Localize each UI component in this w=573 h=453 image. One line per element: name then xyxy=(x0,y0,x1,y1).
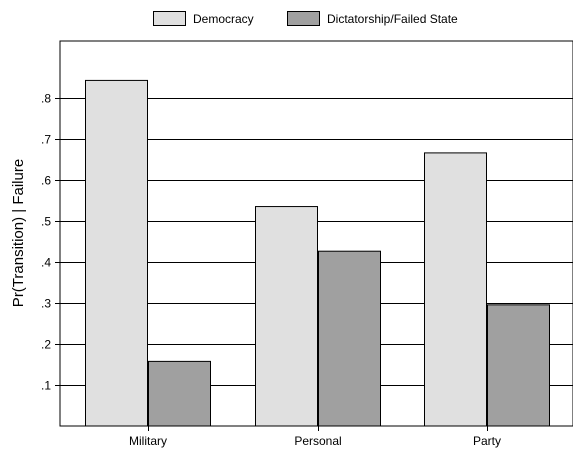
y-tick-label: .8 xyxy=(41,92,51,106)
legend: Democracy Dictatorship/Failed State xyxy=(153,11,458,26)
bars xyxy=(85,79,550,427)
legend-swatch-democracy xyxy=(153,11,186,26)
x-tick-label: Party xyxy=(473,434,501,448)
x-tick-label: Military xyxy=(129,434,167,448)
bar-democracy-party xyxy=(424,152,487,427)
y-tick-label: .2 xyxy=(41,338,51,352)
legend-label-democracy: Democracy xyxy=(193,12,254,26)
y-tick-label: .6 xyxy=(41,174,51,188)
y-axis-title: Pr(Transition) | Failure xyxy=(10,159,27,307)
bar-democracy-military xyxy=(85,79,148,427)
bar-dictatorship-personal xyxy=(318,250,381,427)
bar-democracy-personal xyxy=(255,206,318,427)
y-tick-label: .7 xyxy=(41,133,51,147)
legend-swatch-dictatorship xyxy=(287,11,320,26)
y-tick-label: .5 xyxy=(41,215,51,229)
x-tick-label: Personal xyxy=(294,434,341,448)
bar-dictatorship-military xyxy=(148,360,211,427)
y-tick-label: .1 xyxy=(41,379,51,393)
y-tick-label: .4 xyxy=(41,256,51,270)
y-tick-label: .3 xyxy=(41,297,51,311)
axes: .1 .2 .3 .4 .5 .6 .7 .8 Military Personal Party xyxy=(41,92,501,449)
legend-label-dictatorship: Dictatorship/Failed State xyxy=(327,12,458,26)
bar-dictatorship-party xyxy=(487,304,550,427)
